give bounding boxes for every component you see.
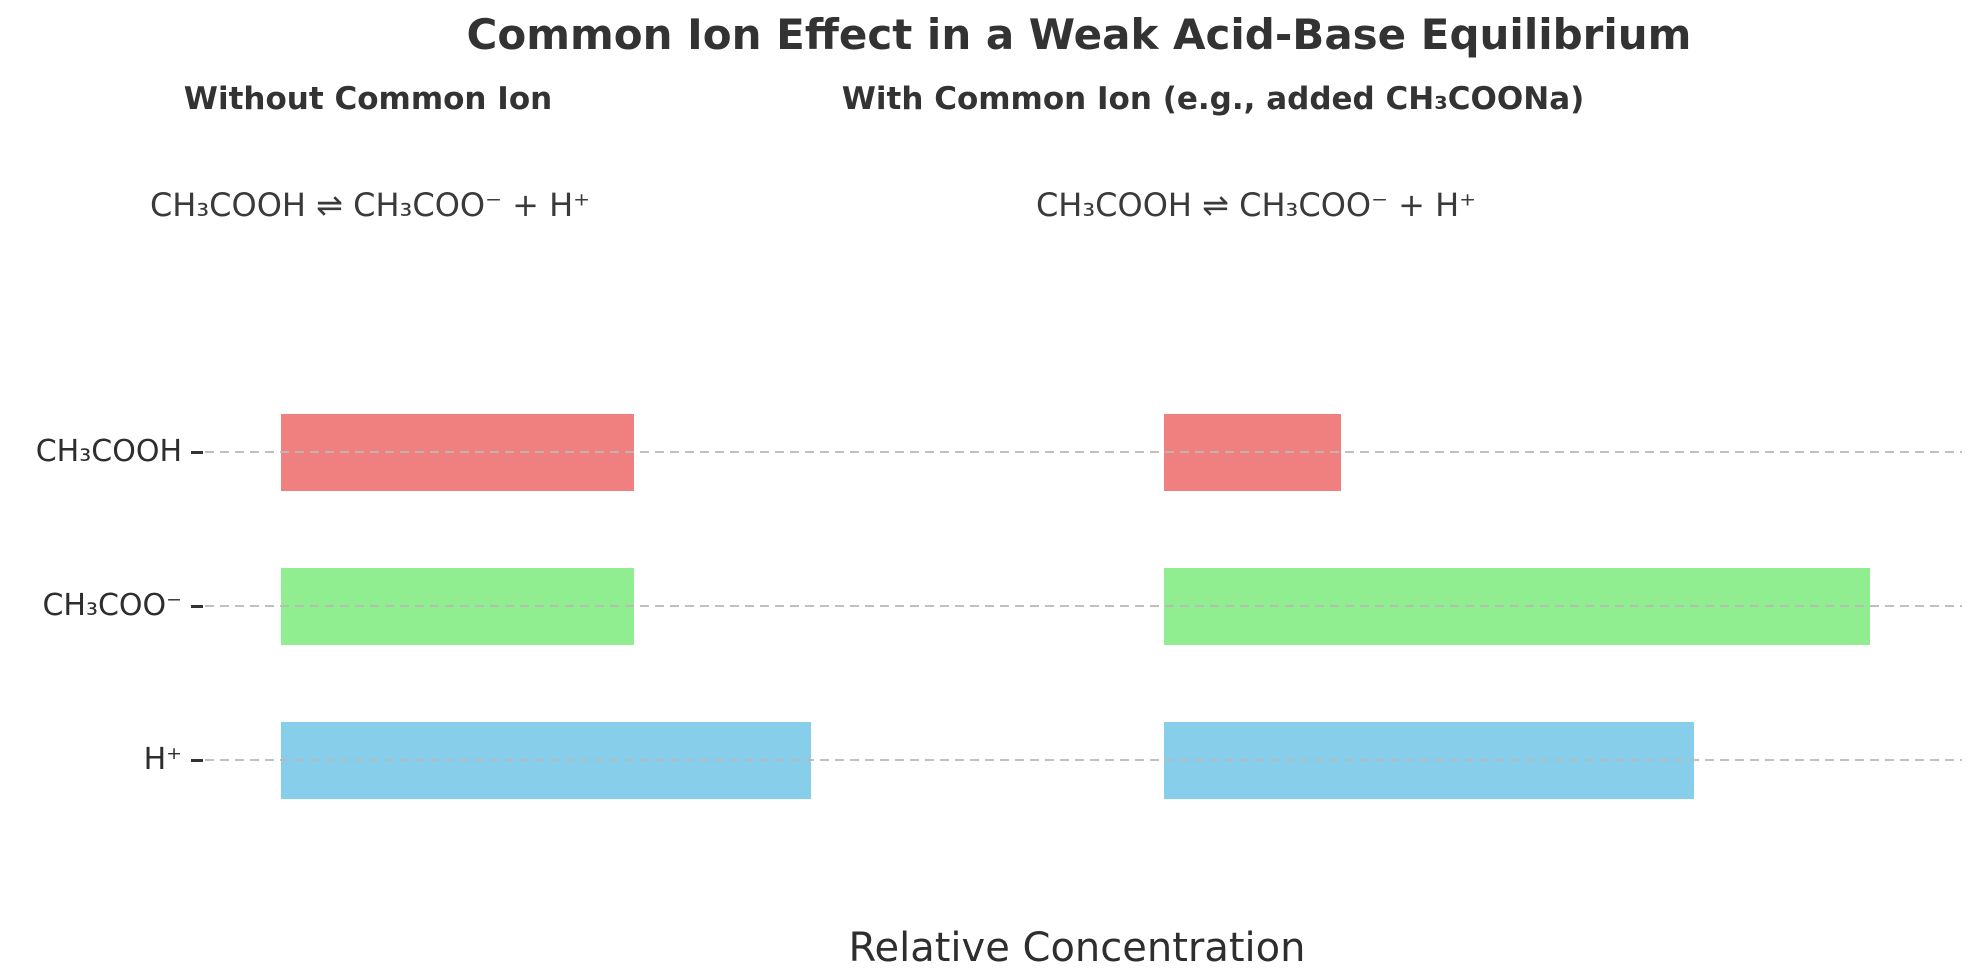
chart-title: Common Ion Effect in a Weak Acid-Base Eq… <box>466 10 1692 59</box>
x-axis-label: Relative Concentration <box>848 925 1306 971</box>
gridline-row-h-plus <box>205 759 1962 761</box>
y-tick-label-ch3cooh: CH₃COOH <box>35 434 182 469</box>
equilibrium-equation-without: CH₃COOH ⇌ CH₃COO⁻ + H⁺ <box>149 186 591 224</box>
y-tick-mark <box>191 451 203 454</box>
panel-header-with-common-ion: With Common Ion (e.g., added CH₃COONa) <box>841 81 1585 117</box>
panel-header-without-common-ion: Without Common Ion <box>183 81 553 117</box>
y-tick-mark <box>191 759 203 762</box>
gridline-row-ch3coo-minus <box>205 605 1962 607</box>
y-tick-mark <box>191 605 203 608</box>
equilibrium-equation-with: CH₃COOH ⇌ CH₃COO⁻ + H⁺ <box>1035 186 1477 224</box>
y-tick-label-h-plus: H⁺ <box>143 742 182 777</box>
gridline-row-ch3cooh <box>205 451 1962 453</box>
y-tick-label-ch3coo-minus: CH₃COO⁻ <box>42 588 182 623</box>
